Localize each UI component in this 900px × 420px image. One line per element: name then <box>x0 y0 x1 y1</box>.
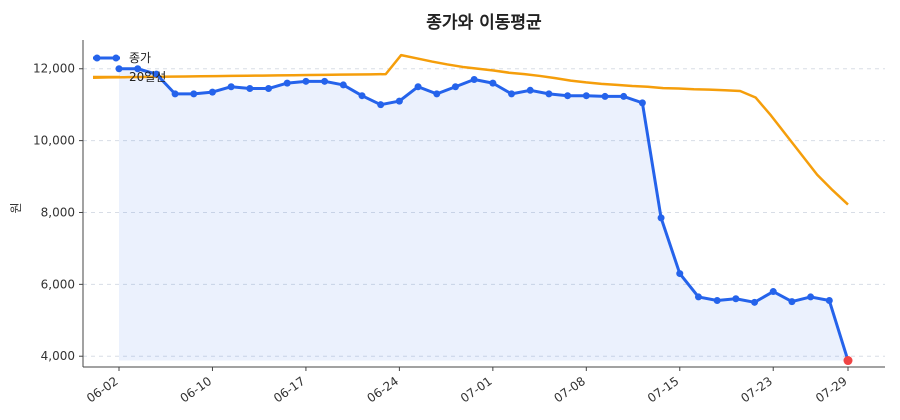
close-point <box>694 293 702 301</box>
close-point <box>489 79 497 87</box>
close-point <box>339 81 347 89</box>
legend-marker-close <box>93 54 101 62</box>
y-tick-label: 4,000 <box>41 349 75 363</box>
x-tick-label: 06-24 <box>365 374 402 405</box>
x-tick-label: 07-15 <box>645 374 682 405</box>
close-point <box>115 65 123 73</box>
x-tick-label: 06-17 <box>271 374 308 405</box>
y-axis-title: 원 <box>9 202 23 213</box>
close-point <box>227 83 235 91</box>
close-point <box>395 97 403 105</box>
legend-label-ma20: 20일선 <box>129 70 166 84</box>
close-area-fill <box>119 68 848 361</box>
close-point <box>545 90 553 98</box>
close-line <box>119 67 850 361</box>
close-point <box>190 90 198 98</box>
ma20-line <box>92 53 849 206</box>
close-point <box>620 92 628 100</box>
x-tick-label: 06-02 <box>84 374 121 405</box>
close-point <box>433 90 441 98</box>
x-tick-layer: 06-02 06-10 06-17 06-24 07-01 07-08 07-15 07-23… <box>84 367 850 405</box>
close-point <box>713 297 721 305</box>
close-point <box>321 77 329 85</box>
close-point <box>526 86 534 94</box>
x-tick-label: 07-01 <box>458 374 495 405</box>
legend-label-close: 종가 <box>129 51 151 65</box>
y-tick-label: 6,000 <box>41 277 75 291</box>
close-point <box>152 70 160 78</box>
close-point <box>601 92 609 100</box>
close-point <box>582 92 590 100</box>
x-tick-label: 06-10 <box>178 374 215 405</box>
legend: 종가 20일선 <box>93 51 166 84</box>
close-point <box>302 77 310 85</box>
y-tick-label: 8,000 <box>41 205 75 219</box>
area-layer <box>119 68 848 361</box>
series-layer <box>92 53 853 366</box>
close-point <box>788 298 796 306</box>
close-point <box>265 85 273 93</box>
y-tick-label: 12,000 <box>33 62 75 76</box>
close-point <box>246 85 254 93</box>
close-point <box>208 88 216 96</box>
axes-layer <box>82 40 885 368</box>
x-tick-label: 07-23 <box>738 374 775 405</box>
close-point <box>470 76 478 84</box>
close-point <box>638 99 646 107</box>
close-point <box>283 79 291 87</box>
close-point <box>508 90 516 98</box>
close-point <box>676 270 684 278</box>
x-tick-label: 07-29 <box>813 374 850 405</box>
close-point <box>358 92 366 100</box>
close-point <box>451 83 459 91</box>
close-point <box>377 101 385 109</box>
close-point <box>769 288 777 296</box>
close-point <box>171 90 179 98</box>
y-tick-layer: 4,000 6,000 8,000 10,000 12,000 <box>33 62 83 363</box>
x-tick-label: 07-08 <box>551 374 588 405</box>
close-point <box>825 297 833 305</box>
close-point <box>414 83 422 91</box>
close-point <box>657 214 665 222</box>
chart-title: 종가와 이동평균 <box>426 13 542 33</box>
close-point <box>564 92 572 100</box>
close-point <box>807 293 815 301</box>
legend-marker-close-2 <box>112 54 120 62</box>
close-point <box>134 65 142 73</box>
close-point <box>751 298 759 306</box>
y-tick-label: 10,000 <box>33 134 75 148</box>
close-point <box>732 295 740 303</box>
close-last-point <box>843 356 853 366</box>
